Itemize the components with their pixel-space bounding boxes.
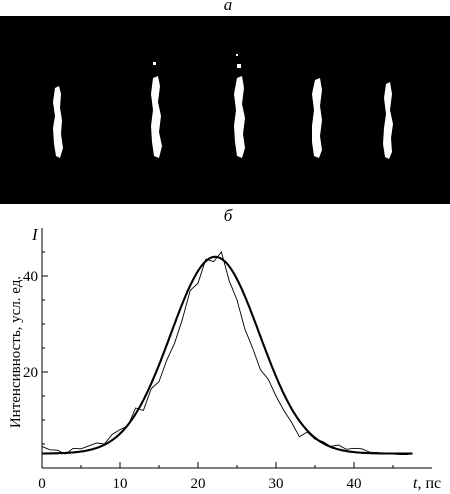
panel-a-label: а — [223, 0, 233, 14]
x-tick-label: 10 — [113, 476, 128, 492]
y-tick-label: 40 — [23, 269, 38, 285]
y-axis-label: Интенсивность, усл. ед. — [8, 276, 24, 428]
measured-intensity-line — [41, 251, 409, 456]
streak-line-5 — [383, 82, 393, 159]
panel-b-label: б — [223, 206, 233, 225]
y-tick-label: 20 — [23, 365, 38, 381]
gaussian-fit-line — [42, 255, 413, 455]
x-tick-label: 30 — [269, 476, 284, 492]
streak-background — [0, 16, 450, 204]
chart-axes — [41, 228, 432, 469]
streak-line-4 — [312, 78, 322, 158]
x-tick-label: 40 — [347, 476, 362, 492]
x-axis-symbol: t — [413, 475, 418, 492]
chart-tick-labels: 0 10 20 30 40 20 40 — [23, 269, 362, 492]
y-axis-symbol: I — [31, 225, 39, 244]
chart-ticks — [42, 251, 394, 468]
x-axis-label: t, пс — [413, 475, 441, 492]
streak-line-1 — [53, 86, 63, 158]
x-tick-label: 0 — [38, 476, 46, 492]
streak-line-2 — [151, 62, 162, 158]
streak-line-3 — [234, 54, 245, 158]
streak-camera-image — [0, 16, 450, 204]
x-axis-unit: , пс — [417, 475, 441, 492]
x-tick-label: 20 — [191, 476, 206, 492]
